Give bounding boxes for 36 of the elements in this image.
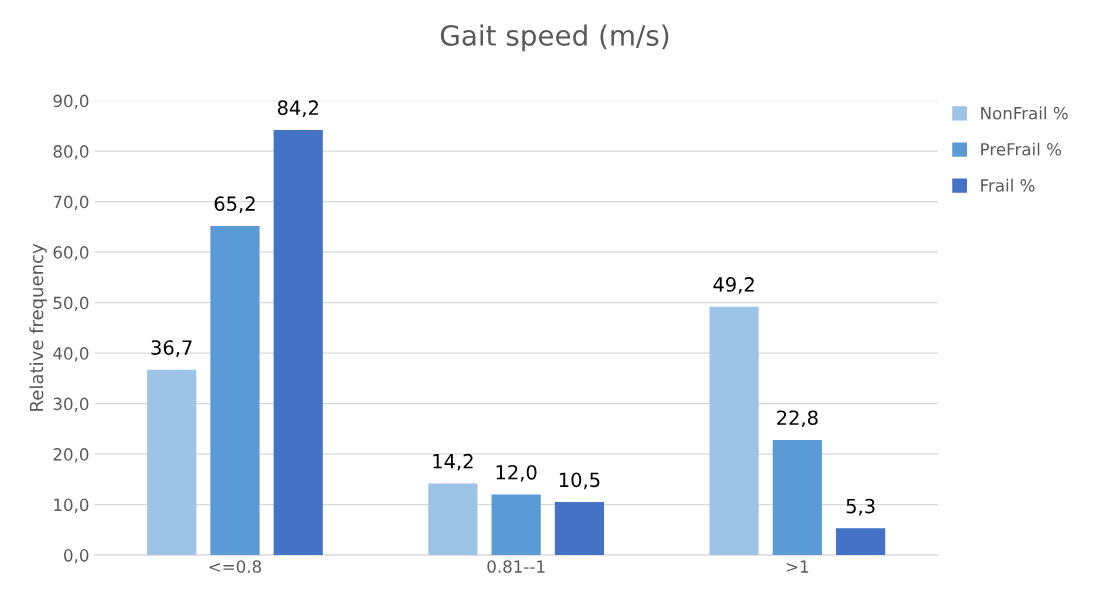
x-tick-label: 0.81--1 xyxy=(487,560,545,573)
y-axis-title: Relative frequency xyxy=(29,243,47,411)
bar xyxy=(273,129,323,556)
bar xyxy=(491,494,541,556)
data-label: 65,2 xyxy=(214,196,255,213)
chart-title: Gait speed (m/s) xyxy=(440,24,669,52)
legend-label: NonFrail % xyxy=(981,106,1068,120)
bar xyxy=(554,502,605,556)
y-tick-label: 50,0 xyxy=(53,296,89,311)
bar xyxy=(836,528,886,556)
data-label: 22,8 xyxy=(777,410,818,428)
legend-label: PreFrail % xyxy=(981,142,1062,156)
data-label: 49,2 xyxy=(713,277,754,294)
y-tick-label: 80,0 xyxy=(53,145,89,160)
y-tick-label: 70,0 xyxy=(53,195,89,210)
y-tick-label: 0,0 xyxy=(64,549,89,564)
bar xyxy=(772,439,822,556)
y-tick-label: 10,0 xyxy=(54,498,89,513)
bar xyxy=(147,369,197,556)
legend-label: Frail % xyxy=(981,178,1035,192)
data-label: 84,2 xyxy=(277,100,318,118)
y-tick-label: 60,0 xyxy=(53,246,89,261)
data-label: 5,3 xyxy=(846,498,875,516)
data-label: 14,2 xyxy=(433,453,473,471)
y-tick-label: 40,0 xyxy=(53,347,89,362)
data-label: 12,0 xyxy=(496,464,537,482)
bar xyxy=(709,306,759,556)
data-label: 36,7 xyxy=(151,340,192,357)
x-tick-label: <=0.8 xyxy=(209,560,262,573)
y-tick-label: 30,0 xyxy=(53,397,89,412)
bar xyxy=(428,483,478,556)
bar xyxy=(210,225,260,556)
y-tick-label: 20,0 xyxy=(53,448,89,463)
data-label: 10,5 xyxy=(559,472,600,490)
x-tick-label: >1 xyxy=(786,560,809,573)
y-tick-label: 90,0 xyxy=(53,94,89,109)
